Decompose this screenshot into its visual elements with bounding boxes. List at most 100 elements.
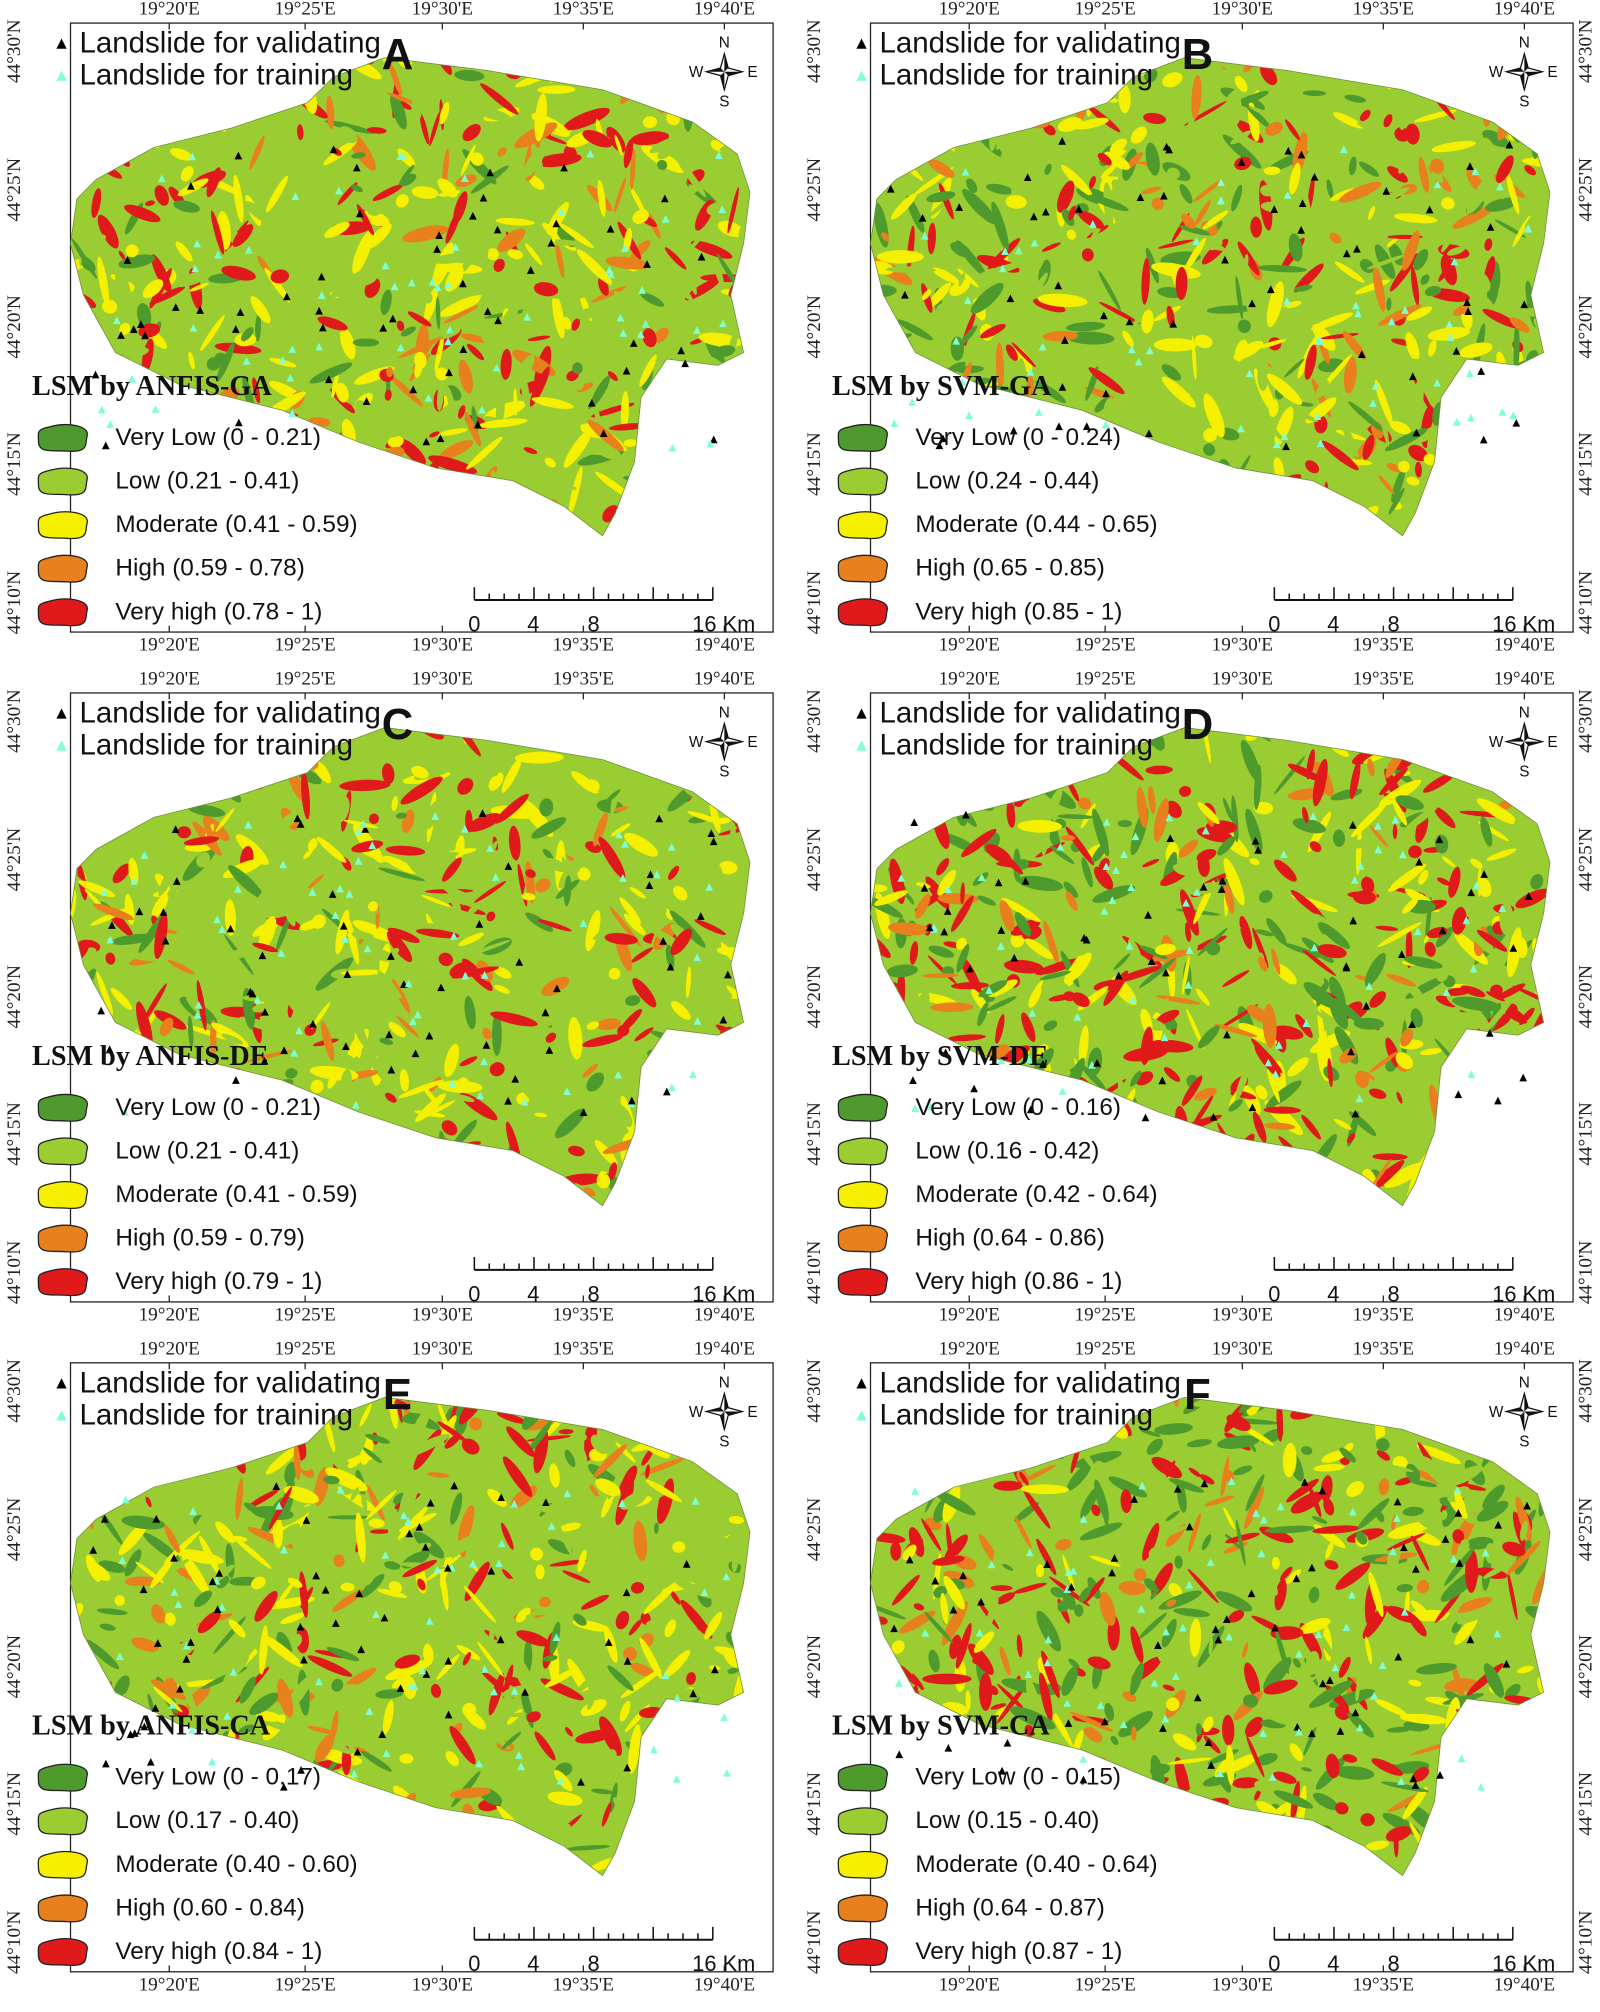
landslide-point bbox=[443, 1563, 452, 1572]
y-coord-label: 44°15'N bbox=[1576, 432, 1597, 496]
map-patch bbox=[1463, 1424, 1477, 1435]
map-patch bbox=[1179, 1063, 1192, 1069]
map-patch bbox=[1037, 196, 1051, 213]
map-patch bbox=[1519, 1007, 1535, 1025]
map-patch bbox=[1156, 1117, 1178, 1164]
map-patch bbox=[1472, 95, 1482, 113]
map-patch bbox=[1367, 254, 1407, 270]
map-patch bbox=[400, 326, 416, 337]
map-patch bbox=[371, 750, 406, 769]
map-patch bbox=[1002, 1563, 1014, 1571]
map-patch bbox=[949, 1634, 962, 1660]
map-patch bbox=[385, 845, 426, 856]
landslide-point bbox=[368, 841, 377, 850]
map-patch bbox=[909, 982, 942, 1000]
landslide-point bbox=[1266, 285, 1275, 294]
map-patch bbox=[706, 998, 744, 1014]
map-patch bbox=[1405, 332, 1420, 361]
map-patch bbox=[607, 371, 618, 381]
map-patch bbox=[995, 1014, 1005, 1044]
map-patch bbox=[215, 380, 233, 387]
map-patch bbox=[977, 770, 1018, 783]
map-frame bbox=[869, 1362, 1574, 1973]
map-patch bbox=[152, 1743, 175, 1760]
map-patch bbox=[632, 272, 658, 279]
map-patch bbox=[420, 851, 459, 861]
map-patch bbox=[1353, 890, 1376, 905]
legend-text: Landslide for validating bbox=[879, 697, 1180, 730]
map-patch bbox=[891, 1640, 905, 1654]
map-patch bbox=[1406, 476, 1420, 486]
map-patch bbox=[1392, 824, 1398, 840]
map-patch bbox=[378, 162, 396, 180]
map-patch bbox=[1484, 197, 1519, 212]
map-patch bbox=[948, 108, 989, 120]
legend-symbol bbox=[56, 1410, 67, 1421]
map-patch bbox=[689, 274, 697, 295]
landslide-point bbox=[174, 1600, 183, 1609]
landslide-point bbox=[1102, 862, 1111, 870]
landslide-point bbox=[1035, 408, 1043, 416]
landslide-point bbox=[91, 370, 100, 379]
landslide-point bbox=[682, 1560, 691, 1568]
map-patch bbox=[424, 503, 474, 515]
landslide-point bbox=[293, 814, 302, 823]
map-patch bbox=[950, 895, 974, 932]
landslide-point bbox=[359, 820, 368, 828]
map-patch bbox=[1376, 1450, 1391, 1461]
map-patch bbox=[622, 749, 634, 762]
map-patch bbox=[1476, 929, 1508, 952]
map-patch bbox=[1529, 1121, 1543, 1151]
panel-letter: E bbox=[383, 1371, 412, 1419]
map-patch bbox=[1388, 863, 1427, 892]
landslide-point bbox=[189, 1507, 197, 1515]
map-patch bbox=[1187, 1840, 1207, 1851]
map-patch bbox=[1350, 802, 1387, 838]
map-patch bbox=[355, 1512, 366, 1563]
map-patch bbox=[273, 124, 285, 135]
map-patch bbox=[1293, 284, 1313, 292]
map-patch bbox=[429, 252, 477, 264]
map-patch bbox=[977, 895, 997, 906]
map-patch bbox=[1410, 266, 1420, 306]
map-patch bbox=[1440, 753, 1453, 776]
map-patch bbox=[387, 435, 404, 448]
landslide-point bbox=[1237, 424, 1245, 433]
landslide-point bbox=[362, 397, 371, 405]
map-patch bbox=[292, 1794, 324, 1803]
map-patch bbox=[662, 761, 707, 776]
x-coord-label: 19°35'E bbox=[1353, 1338, 1414, 1359]
map-patch bbox=[1108, 1476, 1148, 1498]
map-patch bbox=[531, 817, 567, 839]
map-patch bbox=[654, 497, 668, 509]
map-patch bbox=[125, 979, 138, 989]
map-patch bbox=[136, 1001, 153, 1048]
map-patch bbox=[1490, 445, 1538, 455]
landslide-point bbox=[1254, 846, 1262, 854]
map-patch bbox=[513, 354, 535, 386]
class-swatch bbox=[837, 511, 888, 540]
map-patch bbox=[390, 92, 407, 130]
y-coord-label: 44°10'N bbox=[4, 1241, 25, 1305]
map-patch bbox=[1362, 510, 1373, 527]
map-patch bbox=[504, 522, 525, 536]
map-patch bbox=[1430, 158, 1445, 175]
map-patch bbox=[1324, 1560, 1339, 1570]
map-patch bbox=[1489, 1439, 1519, 1445]
landslide-point bbox=[422, 1670, 431, 1678]
map-patch bbox=[1327, 1058, 1333, 1088]
map-patch bbox=[666, 810, 686, 854]
map-patch bbox=[644, 525, 656, 535]
map-patch bbox=[1014, 1515, 1032, 1549]
map-patch bbox=[214, 342, 262, 355]
map-patch bbox=[684, 501, 694, 536]
map-patch bbox=[1203, 393, 1225, 438]
landslide-point bbox=[1349, 916, 1358, 925]
landslide-point bbox=[1433, 180, 1442, 189]
class-swatch bbox=[37, 511, 88, 540]
map-patch bbox=[567, 45, 577, 58]
map-patch bbox=[1185, 1831, 1211, 1853]
map-patch bbox=[1088, 367, 1125, 395]
landslide-point bbox=[1058, 383, 1067, 391]
